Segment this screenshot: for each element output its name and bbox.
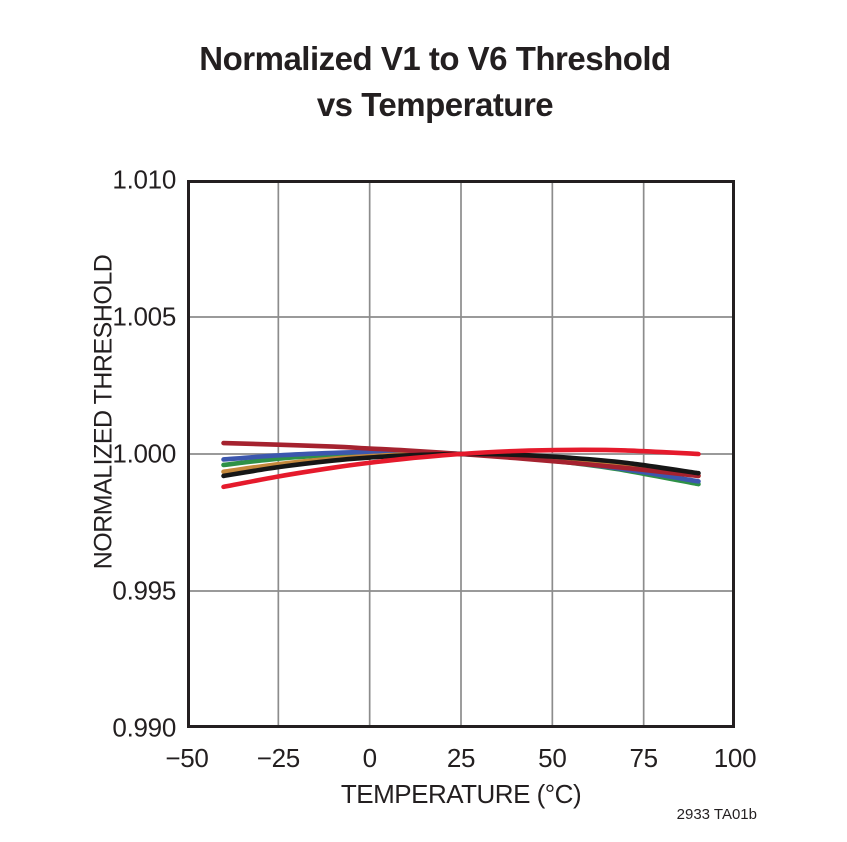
- x-tick-label: −50: [165, 743, 209, 773]
- y-tick-label: 1.000: [112, 438, 176, 469]
- curve-red: [221, 447, 701, 490]
- chart-title-line1: Normalized V1 to V6 Threshold: [199, 40, 671, 77]
- figure-reference-code: 2933 TA01b: [676, 806, 757, 823]
- chart-title: Normalized V1 to V6 Threshold vs Tempera…: [23, 36, 847, 128]
- x-tick-label: 100: [713, 743, 757, 773]
- threshold-vs-temperature-chart: [187, 180, 735, 728]
- x-tick-label: 25: [446, 743, 476, 773]
- x-tick-label: 50: [538, 743, 567, 773]
- x-tick-label: 75: [629, 743, 658, 773]
- y-axis-tick-labels: 0.990 0.995 1.000 1.005 1.010: [0, 0, 176, 842]
- y-tick-label: 0.990: [112, 712, 176, 743]
- plot-frame: [187, 180, 735, 728]
- y-tick-label: 0.995: [112, 575, 176, 606]
- chart-title-line2: vs Temperature: [316, 86, 554, 123]
- y-tick-label: 1.005: [112, 301, 176, 332]
- y-axis-title: NORMALIZED THRESHOLD: [89, 254, 118, 570]
- x-axis-title: TEMPERATURE (°C): [340, 779, 582, 809]
- plot-area: [187, 180, 735, 728]
- x-tick-label: −25: [256, 743, 301, 773]
- x-tick-label: 0: [362, 743, 377, 773]
- y-tick-label: 1.010: [112, 164, 176, 195]
